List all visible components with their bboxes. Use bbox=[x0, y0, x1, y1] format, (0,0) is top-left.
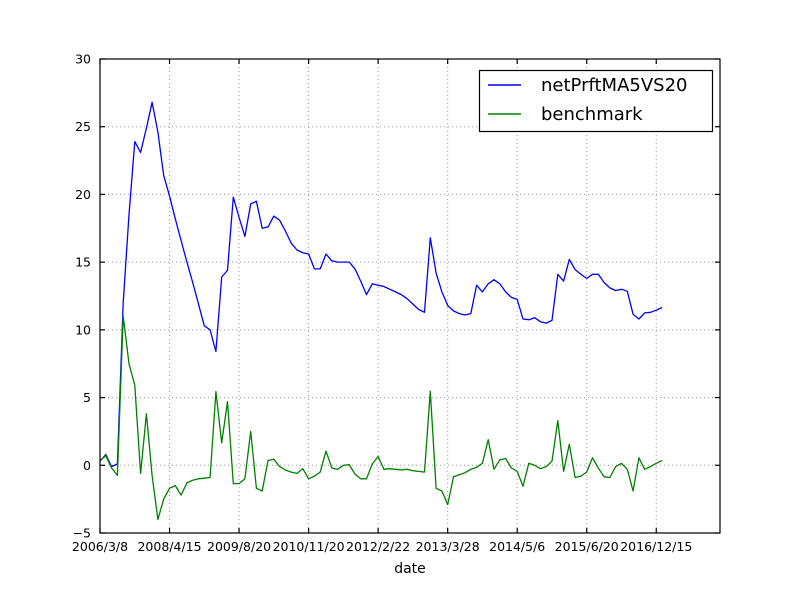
y-axis-tick-label: 25 bbox=[75, 119, 91, 134]
series-line-netprftma5vs20 bbox=[99, 101, 663, 468]
y-axis-tick-label: 5 bbox=[83, 390, 91, 405]
plot-area bbox=[100, 59, 720, 533]
legend-label-benchmark: benchmark bbox=[541, 104, 643, 125]
legend: netPrftMA5VS20 benchmark bbox=[478, 69, 714, 133]
x-axis-tick-label: 2016/12/15 bbox=[620, 539, 692, 554]
x-axis-tick-label: 2006/3/8 bbox=[72, 539, 128, 554]
axes-frame bbox=[99, 58, 721, 534]
y-axis-tick-label: 30 bbox=[75, 52, 91, 67]
x-axis-tick-label: 2008/4/15 bbox=[137, 539, 201, 554]
y-axis-tick-label: 15 bbox=[75, 255, 91, 270]
x-axis-tick-label: 2012/2/22 bbox=[346, 539, 410, 554]
series-line-benchmark bbox=[99, 315, 663, 521]
y-axis-tick-label: 10 bbox=[75, 322, 91, 337]
y-axis-tick-label: −5 bbox=[73, 526, 91, 541]
tick-marks bbox=[99, 58, 720, 534]
x-axis-tick-label: 2009/8/20 bbox=[207, 539, 271, 554]
x-axis-tick-label: 2014/5/6 bbox=[489, 539, 545, 554]
legend-label-netprftma5vs20: netPrftMA5VS20 bbox=[541, 75, 688, 96]
y-axis-tick-label: 20 bbox=[75, 187, 91, 202]
y-axis-tick-label: 0 bbox=[83, 458, 91, 473]
x-axis-label: date bbox=[394, 561, 426, 577]
x-axis-tick-label: 2010/11/20 bbox=[273, 539, 345, 554]
x-axis-tick-label: 2015/6/20 bbox=[555, 539, 619, 554]
x-axis-tick-label: 2013/3/28 bbox=[416, 539, 480, 554]
legend-box bbox=[478, 69, 714, 133]
